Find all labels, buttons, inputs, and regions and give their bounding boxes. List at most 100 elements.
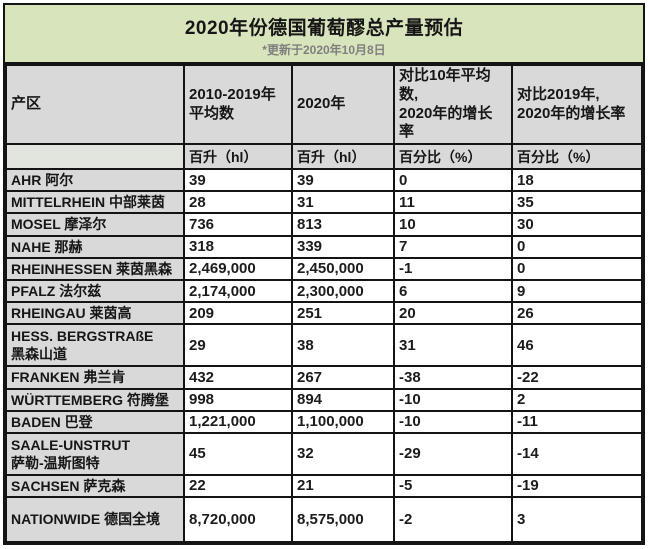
y2020-cell: 39 (291, 167, 395, 193)
table-row: HESS. BERGSTRAßE 黑森山道 29 38 31 46 (5, 323, 643, 368)
wine-production-table: 产区 2010-2019年 平均数 2020年 对比10年平均数, 2020年的… (5, 64, 643, 544)
y2020-cell: 2,450,000 (291, 256, 395, 281)
vs-avg-cell: -2 (393, 496, 513, 544)
vs-avg-cell: -1 (393, 256, 513, 281)
vs-avg-cell: 10 (393, 212, 513, 237)
header-vs-avg: 对比10年平均数, 2020年的增长率 (393, 64, 513, 145)
header-vs-2019: 对比2019年, 2020年的增长率 (511, 64, 643, 145)
avg-cell: 2,174,000 (183, 278, 293, 304)
vs-2019-cell: -19 (511, 473, 643, 499)
vs-avg-cell: 11 (393, 190, 513, 215)
region-cell: NATIONWIDE 德国全境 (5, 496, 185, 544)
vs-2019-cell: 3 (511, 496, 643, 544)
units-row: 百升（hl） 百升（hl） 百分比（%） 百分比（%） (5, 143, 643, 170)
y2020-cell: 251 (291, 301, 395, 326)
table-row-nationwide: NATIONWIDE 德国全境 8,720,000 8,575,000 -2 3 (5, 496, 643, 544)
units-empty-cell (5, 143, 185, 170)
vs-2019-cell: 46 (511, 323, 643, 368)
table-row: FRANKEN 弗兰肯 432 267 -38 -22 (5, 365, 643, 390)
region-cell: AHR 阿尔 (5, 167, 185, 193)
vs-avg-cell: -10 (393, 387, 513, 412)
table-row: WÜRTTEMBERG 符腾堡 998 894 -10 2 (5, 387, 643, 412)
header-avg-line1: 2010-2019年 (189, 85, 276, 103)
avg-cell: 39 (183, 167, 293, 193)
vs-2019-cell: -22 (511, 365, 643, 390)
y2020-cell: 267 (291, 365, 395, 390)
y2020-cell: 813 (291, 212, 395, 237)
vs-avg-cell: 31 (393, 323, 513, 368)
table-row: SACHSEN 萨克森 22 21 -5 -19 (5, 473, 643, 499)
vs-2019-cell: 30 (511, 212, 643, 237)
vs-2019-cell: -14 (511, 431, 643, 476)
page-title: 2020年份德国葡萄醪总产量预估 (184, 18, 464, 39)
table-row: RHEINHESSEN 莱茵黑森 2,469,000 2,450,000 -1 … (5, 256, 643, 281)
vs-avg-cell: 6 (393, 278, 513, 304)
units-2020: 百升（hl） (291, 143, 395, 170)
y2020-cell: 38 (291, 323, 395, 368)
header-vs-avg-line2: 2020年的增长率 (399, 104, 493, 141)
y2020-cell: 31 (291, 190, 395, 215)
table-row: BADEN 巴登 1,221,000 1,100,000 -10 -11 (5, 409, 643, 434)
header-2020: 2020年 (291, 64, 395, 145)
y2020-cell: 894 (291, 387, 395, 412)
y2020-cell: 21 (291, 473, 395, 499)
avg-cell: 209 (183, 301, 293, 326)
vs-avg-cell: -29 (393, 431, 513, 476)
avg-cell: 318 (183, 234, 293, 259)
vs-2019-cell: 0 (511, 234, 643, 259)
vs-avg-cell: -10 (393, 409, 513, 434)
vs-2019-cell: 0 (511, 256, 643, 281)
vs-avg-cell: -5 (393, 473, 513, 499)
region-cell: RHEINHESSEN 莱茵黑森 (5, 256, 185, 281)
avg-cell: 29 (183, 323, 293, 368)
vs-2019-cell: 9 (511, 278, 643, 304)
vs-2019-cell: 2 (511, 387, 643, 412)
y2020-cell: 32 (291, 431, 395, 476)
update-date-note: *更新于2020年10月8日 (262, 43, 386, 57)
header-vs-2019-line1: 对比2019年, (517, 85, 600, 103)
avg-cell: 432 (183, 365, 293, 390)
y2020-cell: 2,300,000 (291, 278, 395, 304)
header-vs-avg-line1: 对比10年平均数, (399, 67, 491, 103)
header-avg: 2010-2019年 平均数 (183, 64, 293, 145)
y2020-cell: 339 (291, 234, 395, 259)
region-cell: SACHSEN 萨克森 (5, 473, 185, 499)
region-cell: MOSEL 摩泽尔 (5, 212, 185, 237)
region-cell: FRANKEN 弗兰肯 (5, 365, 185, 390)
avg-cell: 1,221,000 (183, 409, 293, 434)
avg-cell: 2,469,000 (183, 256, 293, 281)
region-cell: WÜRTTEMBERG 符腾堡 (5, 387, 185, 412)
vs-2019-cell: 26 (511, 301, 643, 326)
title-band: 2020年份德国葡萄醪总产量预估 *更新于2020年10月8日 (5, 5, 643, 64)
units-avg: 百升（hl） (183, 143, 293, 170)
vs-2019-cell: 18 (511, 167, 643, 193)
header-vs-2019-line2: 2020年的增长率 (517, 104, 626, 122)
header-avg-line2: 平均数 (189, 104, 235, 122)
table-row: PFALZ 法尔兹 2,174,000 2,300,000 6 9 (5, 278, 643, 304)
region-cell: NAHE 那赫 (5, 234, 185, 259)
vs-avg-cell: 0 (393, 167, 513, 193)
table-row: AHR 阿尔 39 39 0 18 (5, 167, 643, 193)
avg-cell: 8,720,000 (183, 496, 293, 544)
header-region: 产区 (5, 64, 185, 145)
vs-avg-cell: 7 (393, 234, 513, 259)
region-cell: SAALE-UNSTRUT 萨勒-温斯图特 (5, 431, 185, 476)
vs-2019-cell: 35 (511, 190, 643, 215)
region-cell: MITTELRHEIN 中部莱茵 (5, 190, 185, 215)
units-vs-2019: 百分比（%） (511, 143, 643, 170)
table-row: NAHE 那赫 318 339 7 0 (5, 234, 643, 259)
avg-cell: 45 (183, 431, 293, 476)
region-cell: RHEINGAU 莱茵高 (5, 301, 185, 326)
table-row: MITTELRHEIN 中部莱茵 28 31 11 35 (5, 190, 643, 215)
production-table-sheet: 2020年份德国葡萄醪总产量预估 *更新于2020年10月8日 产区 2010-… (3, 3, 645, 546)
table-row: MOSEL 摩泽尔 736 813 10 30 (5, 212, 643, 237)
avg-cell: 736 (183, 212, 293, 237)
y2020-cell: 8,575,000 (291, 496, 395, 544)
vs-avg-cell: -38 (393, 365, 513, 390)
units-vs-avg: 百分比（%） (393, 143, 513, 170)
column-header-row: 产区 2010-2019年 平均数 2020年 对比10年平均数, 2020年的… (5, 64, 643, 145)
vs-avg-cell: 20 (393, 301, 513, 326)
region-cell: HESS. BERGSTRAßE 黑森山道 (5, 323, 185, 368)
avg-cell: 28 (183, 190, 293, 215)
region-cell: PFALZ 法尔兹 (5, 278, 185, 304)
